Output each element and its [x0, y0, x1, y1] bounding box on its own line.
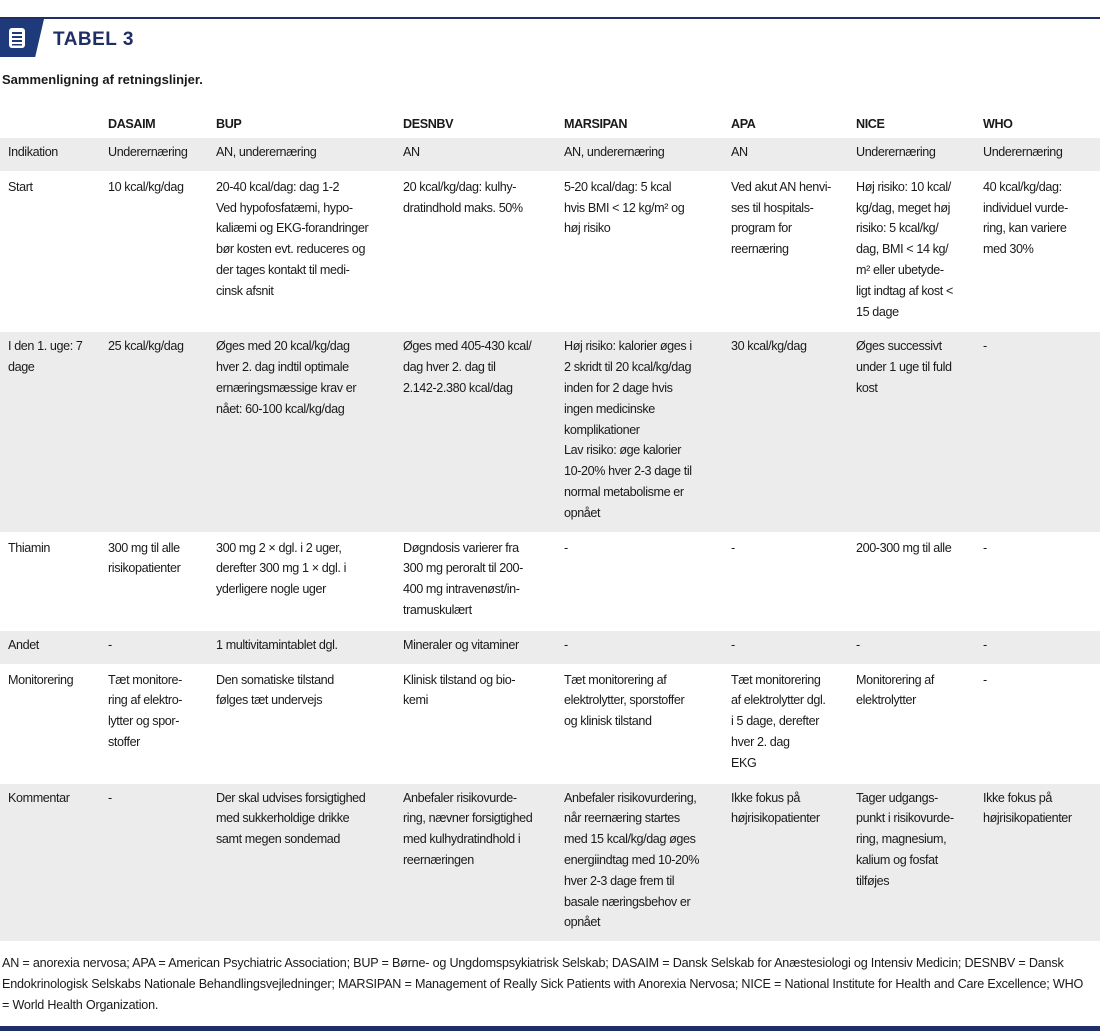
table-cell: Ikke fokus på højrisikopatienter [975, 781, 1100, 942]
table-cell: 300 mg 2 × dgl. i 2 uger, derefter 300 m… [208, 531, 395, 630]
table-cell: Øges med 405-430 kcal/ dag hver 2. dag t… [395, 330, 556, 533]
table-cell: Underernæring [848, 136, 975, 172]
table-cell: Høj risiko: 10 kcal/ kg/dag, meget høj r… [848, 170, 975, 332]
table-header-row: DASAIM BUP DESNBV MARSIPAN APA NICE WHO [0, 114, 1100, 137]
table-cell: 10 kcal/kg/dag [100, 170, 208, 332]
table-cell: 300 mg til alle risikopatienter [100, 531, 208, 630]
table-cell: - [848, 628, 975, 665]
column-header: BUP [216, 117, 242, 131]
table-cell: - [975, 330, 1100, 533]
row-label: Andet [0, 628, 100, 665]
table-cell: Underernæring [100, 136, 208, 172]
row-label: Indikation [0, 136, 100, 172]
table-cell: Underernæring [975, 136, 1100, 172]
column-header [0, 114, 100, 137]
row-label: Kommentar [0, 781, 100, 942]
table-row: I den 1. uge: 7 dage 25 kcal/kg/dag Øges m… [0, 330, 1100, 533]
document-list-icon [9, 28, 25, 48]
table-badge [0, 19, 44, 57]
table-title: TABEL 3 [53, 29, 134, 50]
table-cell: - [723, 531, 848, 630]
table-cell: Døgndosis varierer fra 300 mg peroralt t… [395, 531, 556, 630]
table-cell: Anbefaler risikovurdering, når reernærin… [556, 781, 723, 942]
table-section: DASAIM BUP DESNBV MARSIPAN APA NICE WHO Indika… [0, 114, 1100, 1031]
table-cell: 30 kcal/kg/dag [723, 330, 848, 533]
table-cell: - [723, 628, 848, 665]
bottom-rule [0, 1026, 1100, 1031]
table-cell: AN, underernæring [208, 136, 395, 172]
table-cell: 20-40 kcal/dag: dag 1-2 Ved hypofosfatæm… [208, 170, 395, 332]
table-cell: Tæt monitorering af elektrolytter, spors… [556, 663, 723, 783]
table-cell: Der skal udvises forsigtighed med sukker… [208, 781, 395, 942]
table-cell: 40 kcal/kg/dag: individuel vurde- ring, … [975, 170, 1100, 332]
table-cell: Ikke fokus på højrisikopatienter [723, 781, 848, 942]
table-cell: Anbefaler risikovurde- ring, nævner fors… [395, 781, 556, 942]
column-header: NICE [856, 117, 885, 131]
table-row: Monitorering Tæt monitore- ring af elektr… [0, 663, 1100, 783]
table-cell: - [975, 628, 1100, 665]
table-row: Indikation Underernæring AN, underernæring… [0, 136, 1100, 172]
table-cell: Mineraler og vitaminer [395, 628, 556, 665]
row-label: Monitorering [0, 663, 100, 783]
table-cell: 25 kcal/kg/dag [100, 330, 208, 533]
guidelines-table: DASAIM BUP DESNBV MARSIPAN APA NICE WHO Indika… [0, 114, 1100, 942]
table-cell: - [975, 531, 1100, 630]
table-cell: 5-20 kcal/dag: 5 kcal hvis BMI < 12 kg/m… [556, 170, 723, 332]
row-label: I den 1. uge: 7 dage [0, 330, 100, 533]
table-cell: Klinisk tilstand og bio- kemi [395, 663, 556, 783]
table-cell: Øges med 20 kcal/kg/dag hver 2. dag indt… [208, 330, 395, 533]
table-cell: - [556, 531, 723, 630]
table-cell: AN [723, 136, 848, 172]
row-label: Start [0, 170, 100, 332]
column-header: WHO [983, 117, 1013, 131]
column-header: DESNBV [403, 117, 454, 131]
table-cell: - [556, 628, 723, 665]
table-cell: Tæt monitore- ring af elektro- lytter og… [100, 663, 208, 783]
table-cell: Ved akut AN henvi- ses til hospitals- pr… [723, 170, 848, 332]
column-header: DASAIM [108, 117, 156, 131]
column-header: APA [731, 117, 756, 131]
footnote: AN = anorexia nervosa; APA = American Ps… [2, 956, 1084, 1013]
table-cell: - [975, 663, 1100, 783]
table-cell: 20 kcal/kg/dag: kulhy- dratindhold maks.… [395, 170, 556, 332]
table-row: Thiamin 300 mg til alle risikopatienter 30… [0, 531, 1100, 630]
table-cell: Monitorering af elektrolytter [848, 663, 975, 783]
table-row: Kommentar - Der skal udvises forsigtighed … [0, 781, 1100, 942]
table-cell: Øges successivt under 1 uge til fuld kos… [848, 330, 975, 533]
table-cell: AN [395, 136, 556, 172]
table-cell: - [100, 628, 208, 665]
table-cell: Høj risiko: kalorier øges i 2 skridt til… [556, 330, 723, 533]
table-cell: Tager udgangs- punkt i risikovurde- ring… [848, 781, 975, 942]
table-cell: Tæt monitorering af elektrolytter dgl. i… [723, 663, 848, 783]
table-cell: 200-300 mg til alle [848, 531, 975, 630]
table-row: Andet -1 multivitamintablet dgl. Mineraler… [0, 628, 1100, 665]
table-cell: AN, underernæring [556, 136, 723, 172]
table-caption: Sammenligning af retningslinjer. [2, 72, 203, 87]
column-header: MARSIPAN [564, 117, 628, 131]
row-label: Thiamin [0, 531, 100, 630]
table-cell: - [100, 781, 208, 942]
table-cell: Den somatiske tilstand følges tæt underv… [208, 663, 395, 783]
table-row: Start 10 kcal/kg/dag 20-40 kcal/dag: dag 1… [0, 170, 1100, 332]
top-rule [0, 17, 1100, 19]
table-cell: 1 multivitamintablet dgl. [208, 628, 395, 665]
